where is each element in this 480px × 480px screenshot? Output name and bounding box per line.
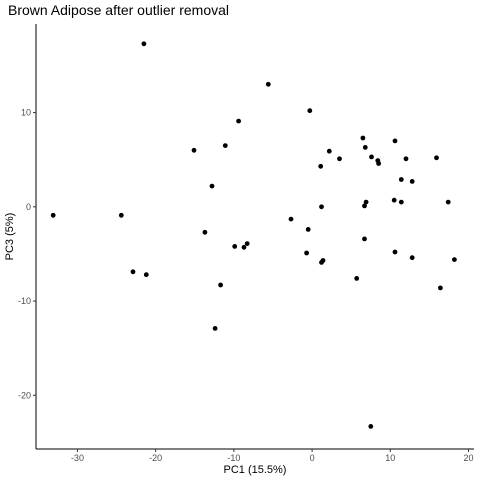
data-point (362, 236, 367, 242)
data-point (305, 227, 311, 232)
data-point (452, 257, 457, 262)
data-point (241, 244, 247, 250)
x-tick-label: -20 (149, 453, 162, 463)
y-tick-label: -20 (18, 390, 31, 400)
data-point (363, 199, 369, 205)
data-point (391, 197, 397, 203)
x-tick-label: 0 (310, 453, 315, 463)
y-axis-ticks: -20 -10 0 10 (18, 108, 36, 400)
points-layer (50, 41, 457, 429)
data-point (318, 163, 324, 169)
data-point (143, 272, 149, 278)
y-tick-label: 10 (21, 108, 31, 118)
data-point (398, 199, 404, 205)
data-point (376, 161, 381, 166)
y-tick-label: 0 (26, 202, 31, 212)
y-tick-label: -10 (18, 296, 31, 306)
data-point (141, 41, 147, 47)
data-point (209, 183, 215, 189)
data-point (307, 108, 313, 114)
data-point (409, 255, 415, 261)
data-point (265, 81, 271, 87)
data-point (337, 156, 342, 162)
data-point (191, 147, 197, 153)
data-point (218, 282, 224, 288)
data-point (392, 249, 398, 255)
data-point (304, 250, 309, 256)
data-point (398, 177, 404, 182)
data-point (212, 326, 218, 331)
x-tick-label: 20 (464, 453, 474, 463)
data-point (326, 148, 332, 154)
data-point (445, 199, 451, 205)
chart-title: Brown Adipose after outlier removal (8, 2, 229, 18)
data-point (354, 276, 360, 281)
data-point (409, 179, 415, 184)
data-point (50, 212, 56, 218)
data-point (222, 143, 228, 149)
x-tick-label: -30 (71, 453, 84, 463)
data-point (392, 138, 398, 144)
data-point (232, 244, 238, 249)
data-point (434, 155, 439, 161)
data-point (319, 260, 324, 265)
data-point (403, 156, 409, 162)
data-point (202, 229, 208, 235)
data-point (369, 154, 374, 160)
data-point (360, 135, 366, 141)
data-point (319, 204, 324, 210)
data-point (130, 269, 136, 275)
x-axis-title: PC1 (15.5%) (224, 464, 287, 476)
x-tick-label: 10 (385, 453, 395, 463)
x-tick-label: -10 (227, 453, 240, 463)
data-point (118, 212, 124, 218)
x-axis-ticks: -30 -20 -10 0 10 20 (71, 449, 474, 463)
data-point (244, 241, 250, 247)
data-point (362, 145, 368, 150)
data-point (362, 203, 367, 209)
data-point (288, 216, 294, 222)
data-point (438, 285, 443, 291)
data-point (236, 118, 242, 124)
data-point (368, 424, 374, 429)
y-axis-title: PC3 (5%) (4, 213, 16, 261)
